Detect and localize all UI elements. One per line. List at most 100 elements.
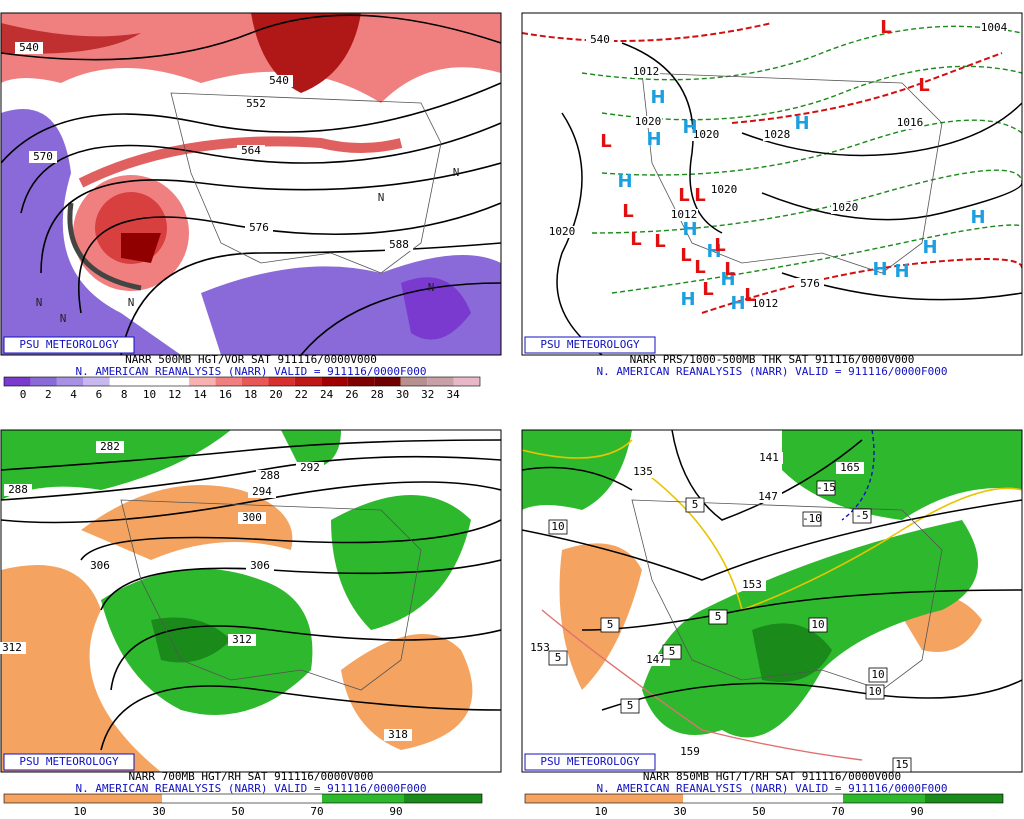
label-box bbox=[600, 617, 620, 633]
label-bg bbox=[237, 145, 265, 157]
label-bg bbox=[29, 151, 57, 163]
panel-frame bbox=[521, 429, 1023, 773]
pressure-symbol: L bbox=[694, 257, 705, 278]
contour-label: 5 bbox=[627, 699, 634, 712]
label-bg bbox=[265, 75, 293, 87]
panel-frame bbox=[0, 12, 502, 356]
pressure-symbol: L bbox=[694, 185, 705, 206]
label-bg bbox=[384, 729, 412, 741]
colorbar-swatch bbox=[4, 794, 162, 803]
label-bg bbox=[586, 34, 614, 46]
pressure-symbol: N bbox=[60, 312, 67, 325]
contour-label: 1020 bbox=[711, 183, 738, 196]
colorbar-label: 0 bbox=[20, 388, 27, 401]
pressure-symbol: L bbox=[678, 185, 689, 206]
label-box bbox=[892, 757, 912, 773]
pressure-symbol: L bbox=[744, 285, 755, 306]
contour-label: 540 bbox=[19, 41, 39, 54]
colorbar-label: 50 bbox=[752, 805, 765, 818]
pressure-symbol: L bbox=[680, 245, 691, 266]
colorbar-swatch bbox=[453, 377, 480, 386]
subcaption: N. AMERICAN REANALYSIS (NARR) VALID = 91… bbox=[76, 365, 427, 378]
contour-label: -10 bbox=[802, 512, 822, 525]
colorbar-frame bbox=[524, 793, 1004, 804]
colorbar-swatch bbox=[268, 377, 295, 386]
colorbar-swatch bbox=[162, 377, 190, 386]
pressure-symbol: L bbox=[724, 259, 735, 280]
badge-box bbox=[3, 753, 135, 771]
label-bg bbox=[228, 634, 256, 646]
contour-label: 540 bbox=[269, 74, 289, 87]
label-bg bbox=[670, 209, 698, 221]
label-bg bbox=[755, 452, 783, 464]
label-bg bbox=[385, 239, 413, 251]
contour-label: 292 bbox=[300, 461, 320, 474]
colorbar-swatch bbox=[925, 794, 1003, 803]
pressure-symbol: H bbox=[680, 289, 695, 310]
colorbar-label: 16 bbox=[219, 388, 232, 401]
pressure-symbol: L bbox=[600, 131, 611, 152]
subcaption: N. AMERICAN REANALYSIS (NARR) VALID = 91… bbox=[597, 365, 948, 378]
colorbar-label: 28 bbox=[371, 388, 384, 401]
contour-label: 570 bbox=[33, 150, 53, 163]
pressure-symbol: H bbox=[706, 241, 721, 262]
contour-label: 552 bbox=[246, 97, 266, 110]
panel-pressure bbox=[521, 12, 1023, 356]
contour-label: 15 bbox=[895, 758, 908, 771]
contour-label: -15 bbox=[816, 481, 836, 494]
subcaption: N. AMERICAN REANALYSIS (NARR) VALID = 91… bbox=[76, 782, 427, 795]
caption: NARR PRS/1000-500MB THK SAT 911116/0000V… bbox=[630, 353, 915, 366]
colorbar-label: 24 bbox=[320, 388, 334, 401]
contour-label: 1012 bbox=[752, 297, 779, 310]
label-box bbox=[852, 508, 872, 524]
contour-label: 294 bbox=[252, 485, 272, 498]
colorbar-label: 30 bbox=[152, 805, 165, 818]
colorbar-swatch bbox=[322, 794, 404, 803]
pressure-symbol: H bbox=[650, 87, 665, 108]
contour-label: 10 bbox=[868, 685, 881, 698]
label-bg bbox=[632, 66, 660, 78]
colorbar-label: 4 bbox=[70, 388, 77, 401]
panel-overlay: 540 1004 1012 1020 1020 1028 1020 1012 1020 1020 1… bbox=[524, 17, 1008, 378]
pressure-symbol: L bbox=[630, 229, 641, 250]
colorbar-label: 22 bbox=[295, 388, 308, 401]
contour-label: 576 bbox=[249, 221, 269, 234]
colorbar-label: 90 bbox=[389, 805, 402, 818]
pressure-symbol: H bbox=[794, 113, 809, 134]
pressure-symbol: N bbox=[428, 281, 435, 294]
pressure-symbol: H bbox=[617, 171, 632, 192]
colorbar-label: 20 bbox=[269, 388, 282, 401]
badge: PSU METEOROLOGY bbox=[19, 338, 119, 351]
contour-label: 540 bbox=[590, 33, 610, 46]
label-bg bbox=[710, 184, 738, 196]
label-bg bbox=[692, 129, 720, 141]
label-bg bbox=[248, 486, 276, 498]
map bbox=[1, 13, 501, 355]
colorbar-label: 30 bbox=[396, 388, 409, 401]
contour-label: 1012 bbox=[633, 65, 660, 78]
contour-label: -5 bbox=[855, 509, 868, 522]
colorbar-swatch bbox=[294, 377, 322, 386]
colorbar-label: 70 bbox=[310, 805, 323, 818]
colorbar-swatch bbox=[404, 794, 482, 803]
contour-label: 135 bbox=[633, 465, 653, 478]
contour-label: 1028 bbox=[764, 128, 791, 141]
badge: PSU METEOROLOGY bbox=[540, 755, 640, 768]
colorbar-label: 10 bbox=[594, 805, 607, 818]
colorbar-swatch bbox=[427, 377, 454, 386]
contour-label: 1020 bbox=[549, 225, 576, 238]
pressure-symbol: L bbox=[918, 75, 929, 96]
label-bg bbox=[896, 117, 924, 129]
badge: PSU METEOROLOGY bbox=[540, 338, 640, 351]
colorbar-frame bbox=[3, 793, 483, 804]
colorbar-swatch bbox=[56, 377, 84, 386]
label-bg bbox=[296, 462, 324, 474]
contour-label: 588 bbox=[389, 238, 409, 251]
pressure-symbol: N bbox=[453, 166, 460, 179]
label-bg bbox=[763, 129, 791, 141]
colorbar-label: 34 bbox=[446, 388, 460, 401]
colorbar-swatch bbox=[525, 794, 683, 803]
colorbar-label: 32 bbox=[421, 388, 434, 401]
label-bg bbox=[629, 466, 657, 478]
badge-box bbox=[3, 336, 135, 354]
